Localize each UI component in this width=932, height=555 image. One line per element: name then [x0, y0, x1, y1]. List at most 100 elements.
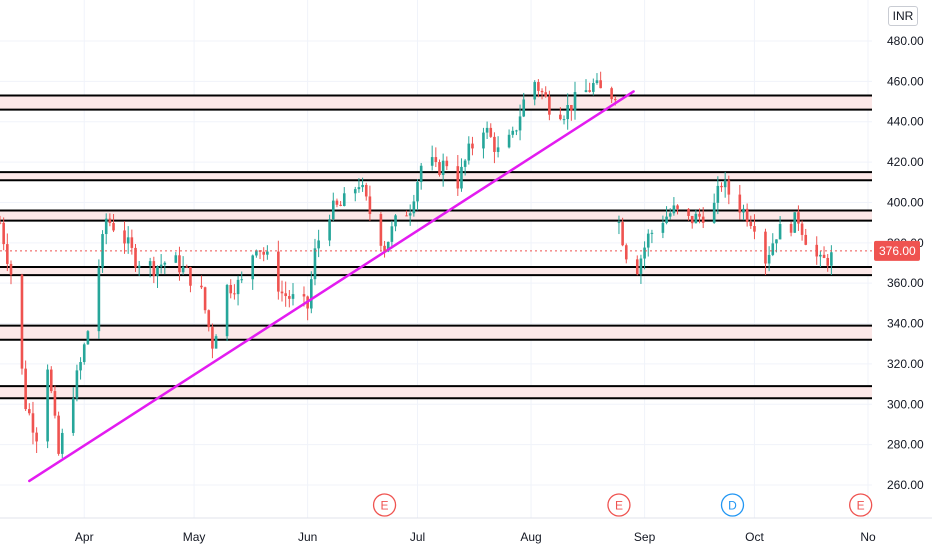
candle-body	[771, 243, 775, 255]
event-marker-d[interactable]	[720, 493, 745, 517]
event-marker-e[interactable]	[607, 493, 631, 517]
candle-body	[328, 219, 331, 241]
grid-lines	[0, 0, 872, 518]
candle-body	[207, 310, 211, 328]
candle-body	[613, 99, 617, 101]
zone-fill	[0, 267, 872, 276]
candle-body	[97, 267, 101, 332]
candle-body	[489, 127, 493, 137]
candle-body	[35, 432, 38, 442]
candles	[0, 71, 833, 459]
trendline-layer[interactable]	[28, 90, 635, 483]
candle-body	[342, 193, 346, 206]
time-axis[interactable]: Apr May Jun Jul Aug Sep Oct No	[0, 517, 932, 544]
candle-body	[493, 136, 496, 152]
candle-body	[310, 279, 313, 309]
candle-body	[233, 293, 236, 295]
candle-body	[800, 223, 804, 235]
candle-body	[804, 234, 808, 245]
candle-body	[266, 251, 269, 255]
candle-body	[86, 331, 90, 345]
candle-body	[123, 230, 126, 244]
candle-body	[793, 212, 797, 233]
candle-body	[515, 130, 518, 132]
candle-body	[277, 251, 280, 292]
candle-body	[317, 240, 320, 249]
candle-body	[496, 147, 500, 152]
candle-body	[562, 119, 566, 121]
candle-body	[236, 279, 240, 295]
candle-body	[745, 208, 749, 222]
candle-body	[533, 82, 537, 100]
candle-body	[599, 80, 602, 89]
candle-body	[383, 245, 386, 252]
candle-body	[789, 224, 793, 233]
candle-body	[727, 180, 731, 195]
candle-body	[53, 391, 57, 416]
y-tick-label: 280.00	[887, 438, 924, 452]
candle-body	[610, 88, 613, 100]
candle-body	[57, 415, 60, 454]
currency-label[interactable]: INR	[888, 6, 918, 26]
candle-body	[482, 132, 485, 149]
candle-body	[668, 213, 672, 217]
candle-body	[368, 196, 372, 215]
candle-body	[181, 266, 185, 273]
candle-body	[137, 265, 141, 268]
candle-body	[540, 90, 544, 93]
candle-body	[225, 284, 229, 337]
last-price-badge	[874, 240, 920, 261]
candle-body	[394, 215, 397, 227]
candle-body	[511, 130, 515, 135]
event-marker-label: E	[615, 499, 623, 513]
candle-body	[544, 92, 548, 97]
candle-body	[364, 184, 368, 197]
candle-body	[635, 259, 639, 275]
candle-body	[617, 222, 621, 224]
candle-body	[112, 223, 115, 231]
candle-body	[335, 200, 339, 205]
y-tick-label: 400.00	[887, 195, 924, 209]
candle-body	[134, 247, 137, 268]
candle-body	[159, 264, 163, 267]
candle-body	[152, 261, 156, 276]
candle-body	[830, 252, 833, 266]
candle-body	[819, 254, 822, 257]
candle-body	[753, 226, 756, 232]
x-tick-label: Apr	[75, 530, 94, 544]
zone-fill	[0, 172, 872, 181]
candle-body	[570, 105, 573, 111]
candle-body	[379, 214, 383, 246]
candle-body	[445, 160, 449, 167]
candle-body	[778, 224, 782, 240]
candle-body	[665, 216, 668, 224]
candle-body	[353, 189, 357, 194]
candle-body	[592, 83, 595, 92]
candle-body	[200, 285, 203, 288]
candle-body	[690, 215, 694, 224]
candle-body	[405, 215, 408, 217]
candle-body	[471, 143, 474, 149]
event-marker-label: D	[728, 499, 737, 513]
candle-body	[156, 266, 159, 276]
candle-body	[302, 294, 306, 297]
x-tick-label: Jul	[410, 530, 425, 544]
trendline[interactable]	[28, 90, 635, 483]
candle-body	[687, 208, 690, 216]
candle-body	[537, 82, 540, 91]
price-axis[interactable]: 260.00280.00300.00320.00340.00360.00380.…	[874, 34, 924, 492]
candle-body	[716, 185, 720, 203]
candle-body	[262, 251, 265, 255]
event-marker-e[interactable]	[849, 493, 873, 517]
event-marker-e[interactable]	[372, 493, 397, 517]
support-resistance-zones	[0, 94, 872, 400]
candle-body	[240, 279, 244, 281]
zone-fill	[0, 386, 872, 399]
x-tick-label: Jun	[298, 530, 317, 544]
candle-body	[672, 205, 676, 214]
candle-body	[386, 241, 390, 252]
candle-body	[331, 200, 335, 220]
